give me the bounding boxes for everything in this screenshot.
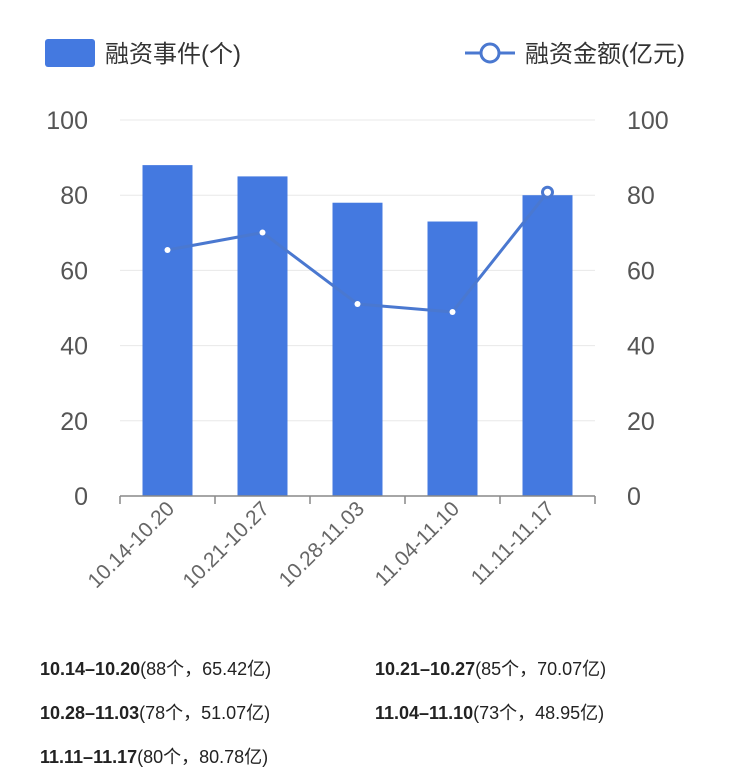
- note-item: 10.14–10.20(88个，65.42亿): [40, 659, 272, 679]
- y-right-tick-label: 80: [627, 182, 655, 210]
- y-right-tick-label: 40: [627, 333, 655, 361]
- y-right-tick-label: 100: [627, 107, 669, 135]
- line-point: [354, 300, 361, 307]
- y-left-tick-label: 40: [60, 333, 88, 361]
- combo-chart: 融资事件(个) 融资金额(亿元) 0 20 40 60 80 100 0 20 40 60 80 1…: [45, 39, 685, 593]
- line-point: [541, 185, 554, 199]
- legend-line-marker-icon: [479, 42, 501, 64]
- x-tick-label: 10.28-11.03: [275, 497, 369, 591]
- x-axis: 10.14-10.20 10.21-10.27 10.28-11.03 11.04-1…: [83, 495, 596, 593]
- legend-line-label: 融资金额(亿元): [525, 41, 685, 68]
- bar: [522, 195, 573, 496]
- bar-series: [142, 165, 573, 496]
- bar: [142, 165, 193, 496]
- y-axis-left: 0 20 40 60 80 100: [46, 107, 88, 511]
- note-item: 11.11–11.17(80个，80.78亿): [40, 747, 269, 767]
- y-left-tick-label: 60: [60, 257, 88, 285]
- y-left-tick-label: 20: [60, 408, 88, 436]
- bar: [237, 176, 288, 496]
- line-point: [259, 229, 266, 236]
- y-left-tick-label: 0: [74, 483, 88, 511]
- y-right-tick-label: 0: [627, 483, 641, 511]
- legend: 融资事件(个) 融资金额(亿元): [45, 39, 685, 68]
- bar: [332, 202, 383, 496]
- y-left-tick-label: 80: [60, 182, 88, 210]
- legend-bar-label: 融资事件(个): [105, 41, 241, 68]
- y-right-tick-label: 60: [627, 257, 655, 285]
- line-series: [164, 185, 554, 315]
- y-axis-right: 0 20 40 60 80 100: [627, 107, 669, 511]
- x-tick-label: 11.04-11.10: [371, 497, 464, 590]
- line-point: [164, 247, 171, 254]
- y-left-tick-label: 100: [46, 107, 88, 135]
- bar: [427, 221, 478, 496]
- note-item: 10.21–10.27(85个，70.07亿): [375, 659, 607, 679]
- x-tick-label: 10.14-10.20: [83, 497, 179, 593]
- note-item: 11.04–11.10(73个，48.95亿): [375, 703, 605, 723]
- note-item: 10.28–11.03(78个，51.07亿): [40, 703, 271, 723]
- legend-bar-swatch: [45, 39, 95, 67]
- y-right-tick-label: 20: [627, 408, 655, 436]
- x-tick-label: 11.11-11.17: [467, 497, 559, 589]
- line-point: [449, 308, 456, 315]
- x-tick-label: 10.21-10.27: [178, 497, 274, 593]
